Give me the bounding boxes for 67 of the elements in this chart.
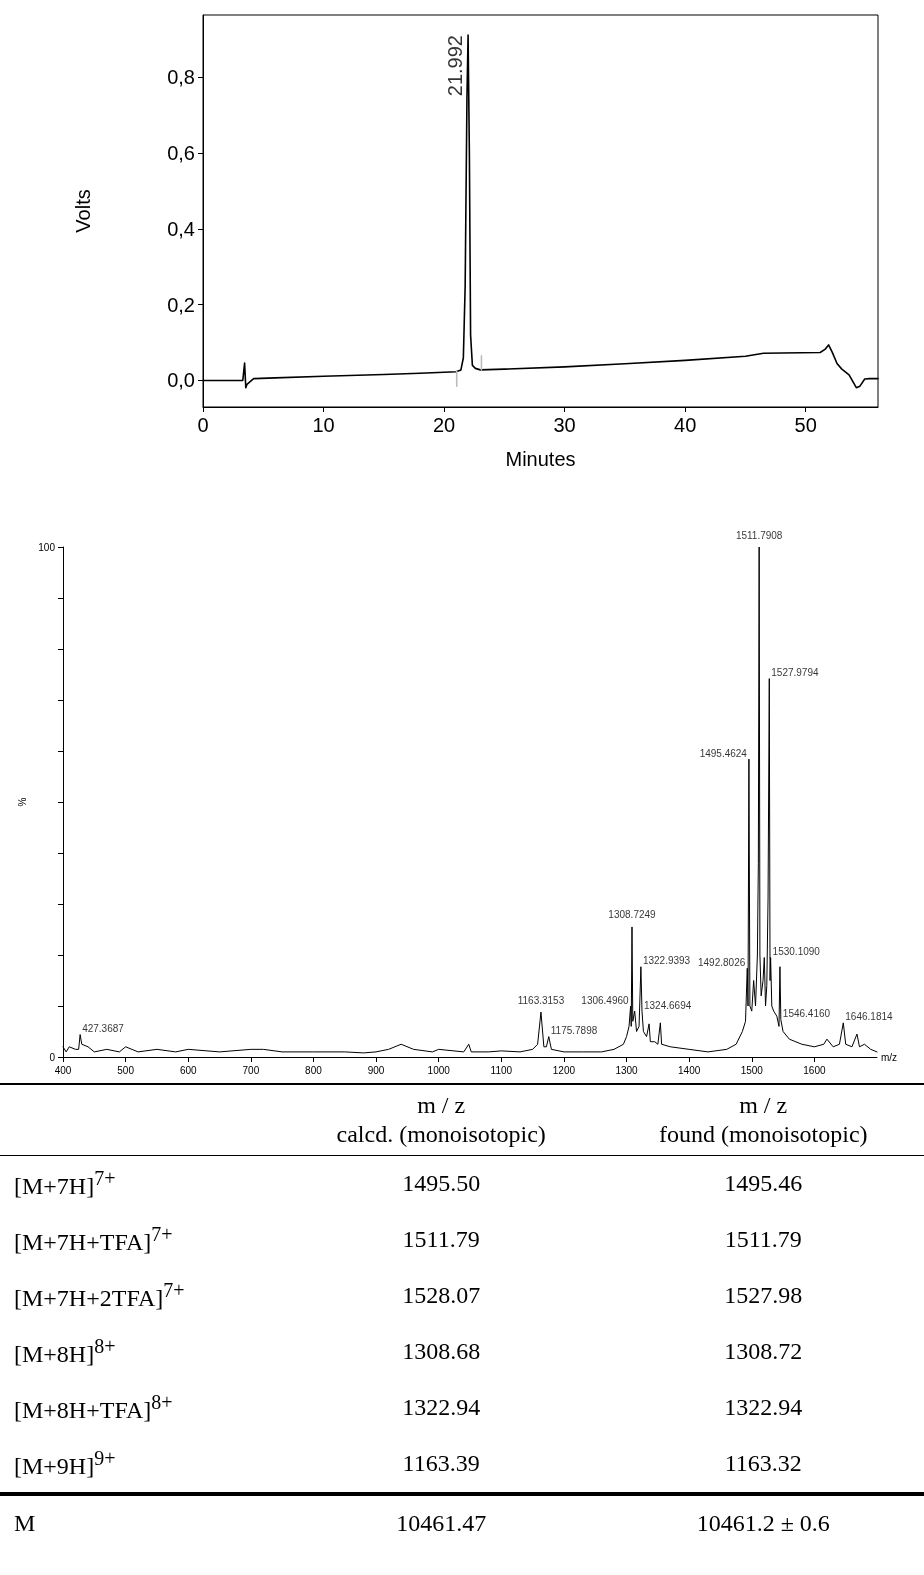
annotation: 1546.4160 <box>782 1008 831 1020</box>
annotation: 1322.9393 <box>642 955 691 967</box>
text: m / z calcd. (monoisotopic) <box>279 1084 603 1156</box>
x-tick-label: 800 <box>305 1064 323 1076</box>
x-tick-label: 1500 <box>740 1064 764 1076</box>
x-axis-title: m/z <box>881 1051 898 1063</box>
text: 1163.32 <box>723 1449 803 1479</box>
y-tick-label: 0,6 <box>167 142 195 165</box>
x-tick-label: 400 <box>54 1064 72 1076</box>
y-tick-label: 0,8 <box>167 66 195 89</box>
annotation: 1492.8026 <box>697 956 746 968</box>
annotation: 1646.1814 <box>845 1011 894 1023</box>
annotation: 427.3687 <box>82 1023 125 1035</box>
annotation: 1175.7898 <box>550 1025 598 1037</box>
category-label: [M+8H+TFA]$^{8+}$ <box>13 1390 174 1426</box>
category-label: [M+7H]$^{7+}$ <box>13 1166 117 1202</box>
text: 1308.72 <box>723 1337 804 1367</box>
y-axis-title: Volts <box>72 189 94 233</box>
x-tick-label: 1400 <box>678 1064 701 1076</box>
x-tick-label: 0 <box>197 414 209 436</box>
y-tick-label: 0,0 <box>167 369 195 392</box>
text: 1322.94 <box>723 1393 804 1423</box>
x-tick-label: 1200 <box>552 1064 576 1076</box>
x-tick-label: 1000 <box>427 1064 451 1076</box>
text: 10461.2 ± 0.6 <box>602 1493 924 1552</box>
category-label: [M+7H+2TFA]$^{7+}$ <box>13 1278 186 1314</box>
annotation: 1308.7249 <box>608 909 657 921</box>
text: 1527.98 <box>723 1281 804 1311</box>
x-tick-label: 500 <box>117 1064 135 1076</box>
category-label: [M+8H]$^{8+}$ <box>13 1334 117 1370</box>
text: 1511.79 <box>723 1225 803 1255</box>
text: 1511.79 <box>401 1225 481 1255</box>
x-tick-label: 10 <box>312 414 335 436</box>
annotation: 1495.4624 <box>699 747 748 759</box>
category-label: [M+9H]$^{9+}$ <box>13 1446 117 1482</box>
x-tick-label: 600 <box>179 1064 198 1076</box>
x-tick-label: 20 <box>432 414 456 436</box>
y-tick-label: 0,2 <box>167 293 195 316</box>
x-tick-label: 1300 <box>615 1064 639 1076</box>
category-label: M <box>0 1493 280 1552</box>
annotation: 21.992 <box>444 35 467 97</box>
text: 1322.94 <box>401 1393 482 1423</box>
x-tick-label: 1100 <box>490 1064 513 1076</box>
text: 1495.46 <box>723 1169 804 1199</box>
annotation: 1324.6694 <box>643 999 692 1011</box>
text: 1308.68 <box>401 1337 482 1367</box>
text: 1528.07 <box>401 1281 482 1311</box>
text: 10461.47 <box>279 1493 603 1552</box>
y-tick-label: 0,4 <box>167 217 195 240</box>
annotation: 1511.7908 <box>735 529 783 541</box>
y-axis-title: % <box>16 797 28 807</box>
x-axis-title: Minutes <box>505 448 576 470</box>
text: m / z found (monoisotopic) <box>602 1084 924 1156</box>
y-tick-label: 100 <box>38 541 56 553</box>
annotation: 1530.1090 <box>772 946 821 958</box>
x-tick-label: 40 <box>674 414 697 436</box>
annotation: 1306.4960 <box>581 994 630 1006</box>
category-label: [M+7H+TFA]$^{7+}$ <box>13 1222 174 1258</box>
x-tick-label: 900 <box>367 1064 385 1076</box>
annotation: 1527.9794 <box>771 667 819 679</box>
x-tick-label: 700 <box>242 1064 260 1076</box>
text: 1495.50 <box>401 1169 482 1199</box>
text: 1163.39 <box>401 1449 481 1479</box>
x-tick-label: 1600 <box>803 1064 826 1076</box>
x-tick-label: 30 <box>553 414 576 436</box>
x-tick-label: 50 <box>794 414 817 436</box>
annotation: 1163.3153 <box>517 994 565 1006</box>
